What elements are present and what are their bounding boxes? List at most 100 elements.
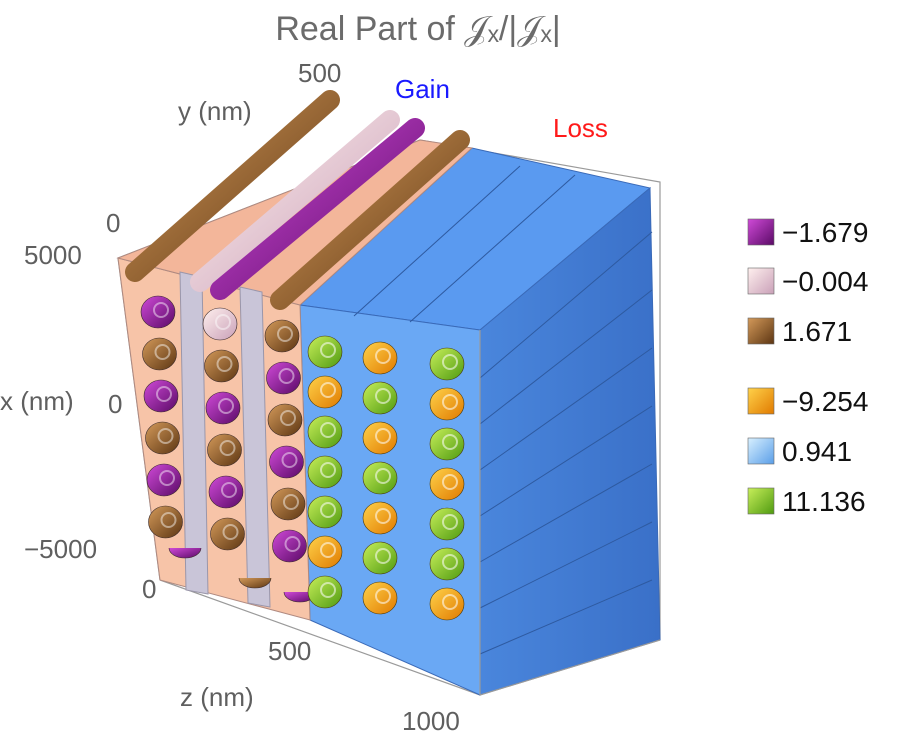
loss-tube-swirl <box>375 468 391 484</box>
y-tick-0: 0 <box>106 208 120 238</box>
loss-side-line <box>479 289 653 425</box>
loss-tube-swirl <box>320 582 336 598</box>
loss-tube <box>362 541 398 575</box>
loss-tube-swirl <box>320 462 336 478</box>
gain-tube <box>264 319 300 353</box>
loss-tube <box>429 387 465 421</box>
loss-tube <box>362 421 398 455</box>
gain-tube-swirl <box>160 512 177 528</box>
loss-label: Loss <box>553 113 608 143</box>
loss-tube-swirl <box>320 382 336 398</box>
loss-top-seam <box>409 174 576 323</box>
loss-side-line <box>479 463 653 563</box>
loss-tube <box>429 587 465 621</box>
gain-tube <box>266 361 301 395</box>
loss-tube <box>307 415 343 449</box>
gain-tube-swirl <box>283 494 299 510</box>
chart-title: Real Part of 𝒥ₓ/|𝒥ₓ| <box>275 10 560 48</box>
loss-tube <box>307 575 343 609</box>
legend-label: 1.671 <box>782 316 852 347</box>
gain-tube <box>145 421 180 455</box>
loss-side-line <box>479 347 653 471</box>
gain-tube <box>267 403 303 437</box>
gain-tube-swirl <box>278 368 295 384</box>
legend-label: −9.254 <box>782 386 868 417</box>
x-axis-label: x (nm) <box>0 386 74 416</box>
loss-tube-swirl <box>375 548 391 564</box>
legend-label: 0.941 <box>782 436 852 467</box>
bounding-box-front <box>479 330 661 696</box>
x-tick-5000: 5000 <box>24 240 82 270</box>
loss-tube-swirl <box>375 348 391 364</box>
loss-tube-swirl <box>442 514 458 530</box>
gain-top-tube <box>125 90 340 282</box>
legend-label: 11.136 <box>782 486 866 517</box>
legend-swatch <box>747 387 775 415</box>
loss-side-line <box>479 579 653 655</box>
gain-tube <box>205 391 241 425</box>
loss-tube <box>429 427 465 461</box>
legend-swatch <box>747 437 775 465</box>
legend-label: −1.679 <box>782 217 868 248</box>
z-axis-label: z (nm) <box>180 682 254 712</box>
gain-top-tube <box>190 110 400 292</box>
y-tick-500: 500 <box>298 58 341 88</box>
loss-tube-swirl <box>320 342 336 358</box>
loss-tube-swirl <box>375 428 391 444</box>
x-tick-0: 0 <box>108 389 122 419</box>
loss-tube <box>429 507 465 541</box>
gain-tube <box>148 505 183 539</box>
gain-tube-swirl <box>216 356 233 372</box>
loss-tube-swirl <box>442 474 458 490</box>
legend-swatch <box>747 218 775 246</box>
gain-top-tube <box>270 130 470 310</box>
loss-tube <box>307 455 343 489</box>
loss-tube <box>307 495 343 529</box>
y-axis-label: y (nm) <box>178 96 252 126</box>
gain-tube-swirl <box>157 428 174 444</box>
loss-tube-swirl <box>375 388 391 404</box>
gain-tube <box>142 337 177 371</box>
loss-tube <box>429 467 465 501</box>
loss-side-line <box>479 405 653 517</box>
gain-tube-swirl <box>221 482 237 498</box>
loss-tube <box>307 335 343 369</box>
loss-tube <box>429 347 465 381</box>
legend-swatch <box>747 487 775 515</box>
z-tick-1000: 1000 <box>402 706 460 736</box>
legend-swatch <box>747 267 775 295</box>
loss-tube <box>362 461 398 495</box>
gain-tube <box>143 379 179 413</box>
gain-tube <box>140 295 176 329</box>
gain-tube <box>146 463 182 497</box>
loss-tube <box>362 341 398 375</box>
gain-tube <box>270 487 306 521</box>
gain-tube-swirl <box>281 452 298 468</box>
gain-divider-plane <box>239 286 271 608</box>
x-tick-neg5000: −5000 <box>24 534 97 564</box>
gain-tube <box>204 349 239 383</box>
loss-tube-swirl <box>320 502 336 518</box>
loss-tube-swirl <box>320 422 336 438</box>
loss-top-seam <box>353 165 521 317</box>
loss-tube <box>307 535 343 569</box>
gain-tube <box>207 433 242 467</box>
loss-side-line <box>479 521 653 609</box>
gain-tube-swirl <box>156 386 172 402</box>
gain-tube-swirl <box>219 440 236 456</box>
loss-tube <box>362 501 398 535</box>
loss-tube-swirl <box>375 588 391 604</box>
z-tick-0: 0 <box>142 574 156 604</box>
legend-swatch <box>747 317 775 345</box>
gain-tube-swirl <box>153 302 169 318</box>
legend: −1.679 −0.004 1.671 −9.254 0.941 11.136 <box>747 217 868 517</box>
loss-tube <box>429 547 465 581</box>
loss-tube-swirl <box>320 542 336 558</box>
loss-tube-swirl <box>442 434 458 450</box>
gain-tube-swirl <box>284 536 301 552</box>
gain-top-tube <box>210 118 425 300</box>
gain-tube-swirl <box>222 524 239 540</box>
loss-tube-swirl <box>442 554 458 570</box>
loss-tube <box>307 375 343 409</box>
loss-tube-swirl <box>442 594 458 610</box>
